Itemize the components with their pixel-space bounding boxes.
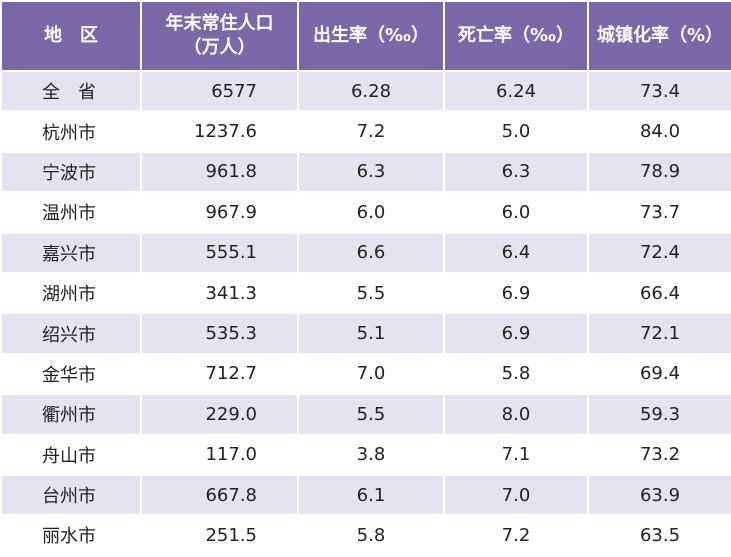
value-cell: 72.4 [587, 231, 731, 274]
value-cell: 7.2 [297, 110, 445, 153]
value-cell: 6.28 [297, 69, 445, 113]
header-cell: 死亡率（‰） [443, 0, 589, 72]
table-row: 宁波市 961.8 6.3 6.3 78.9 [0, 150, 731, 194]
value-cell: 8.0 [443, 393, 589, 436]
value-cell: 66.4 [587, 271, 731, 315]
region-cell: 杭州市 [0, 110, 142, 153]
value-cell: 5.0 [443, 110, 589, 153]
header-cell: 城镇化率（%） [587, 0, 731, 72]
value-cell: 73.2 [587, 433, 731, 476]
value-cell: 535.3 [140, 312, 299, 355]
value-cell: 6.3 [443, 150, 589, 194]
value-cell: 6.4 [443, 231, 589, 274]
region-cell: 湖州市 [0, 271, 142, 315]
table-row: 金华市 712.7 7.0 5.8 69.4 [0, 352, 731, 396]
value-cell: 712.7 [140, 352, 299, 396]
value-cell: 961.8 [140, 150, 299, 194]
value-cell: 3.8 [297, 433, 445, 476]
value-cell: 251.5 [140, 514, 299, 557]
table-row: 丽水市 251.5 5.8 7.2 63.5 [0, 514, 731, 557]
region-cell: 台州市 [0, 473, 142, 517]
region-cell: 金华市 [0, 352, 142, 396]
region-cell: 绍兴市 [0, 312, 142, 355]
value-cell: 117.0 [140, 433, 299, 476]
table-row: 杭州市 1237.6 7.2 5.0 84.0 [0, 110, 731, 153]
value-cell: 6.9 [443, 271, 589, 315]
table-row: 衢州市 229.0 5.5 8.0 59.3 [0, 393, 731, 436]
region-cell: 温州市 [0, 191, 142, 234]
value-cell: 229.0 [140, 393, 299, 436]
value-cell: 667.8 [140, 473, 299, 517]
value-cell: 73.4 [587, 69, 731, 113]
value-cell: 6.0 [443, 191, 589, 234]
value-cell: 1237.6 [140, 110, 299, 153]
table-row: 绍兴市 535.3 5.1 6.9 72.1 [0, 312, 731, 355]
value-cell: 967.9 [140, 191, 299, 234]
value-cell: 59.3 [587, 393, 731, 436]
value-cell: 6.9 [443, 312, 589, 355]
value-cell: 5.5 [297, 271, 445, 315]
region-cell: 宁波市 [0, 150, 142, 194]
table-row: 全 省 6577 6.28 6.24 73.4 [0, 69, 731, 113]
value-cell: 5.8 [443, 352, 589, 396]
value-cell: 72.1 [587, 312, 731, 355]
header-row: 地 区年末常住人口 （万人） 出生率（‰） 死亡率（‰） 城镇化率（%） [0, 0, 731, 72]
region-cell: 丽水市 [0, 514, 142, 557]
value-cell: 5.8 [297, 514, 445, 557]
table-row: 温州市 967.9 6.0 6.0 73.7 [0, 191, 731, 234]
header-cell: 地 区 [0, 0, 142, 72]
value-cell: 63.9 [587, 473, 731, 517]
value-cell: 73.7 [587, 191, 731, 234]
value-cell: 78.9 [587, 150, 731, 194]
value-cell: 7.2 [443, 514, 589, 557]
region-cell: 衢州市 [0, 393, 142, 436]
value-cell: 6577 [140, 69, 299, 113]
region-cell: 嘉兴市 [0, 231, 142, 274]
region-cell: 舟山市 [0, 433, 142, 476]
value-cell: 7.0 [443, 473, 589, 517]
value-cell: 6.1 [297, 473, 445, 517]
region-cell: 全 省 [0, 69, 142, 113]
value-cell: 69.4 [587, 352, 731, 396]
value-cell: 63.5 [587, 514, 731, 557]
value-cell: 5.5 [297, 393, 445, 436]
value-cell: 5.1 [297, 312, 445, 355]
table-row: 湖州市 341.3 5.5 6.9 66.4 [0, 271, 731, 315]
value-cell: 341.3 [140, 271, 299, 315]
table-row: 嘉兴市 555.1 6.6 6.4 72.4 [0, 231, 731, 274]
table-row: 舟山市 117.0 3.8 7.1 73.2 [0, 433, 731, 476]
value-cell: 6.24 [443, 69, 589, 113]
header-cell: 年末常住人口 （万人） [140, 0, 299, 72]
value-cell: 6.3 [297, 150, 445, 194]
value-cell: 6.6 [297, 231, 445, 274]
value-cell: 7.1 [443, 433, 589, 476]
value-cell: 6.0 [297, 191, 445, 234]
header-cell: 出生率（‰） [297, 0, 445, 72]
value-cell: 555.1 [140, 231, 299, 274]
table-row: 台州市 667.8 6.1 7.0 63.9 [0, 473, 731, 517]
value-cell: 7.0 [297, 352, 445, 396]
value-cell: 84.0 [587, 110, 731, 153]
